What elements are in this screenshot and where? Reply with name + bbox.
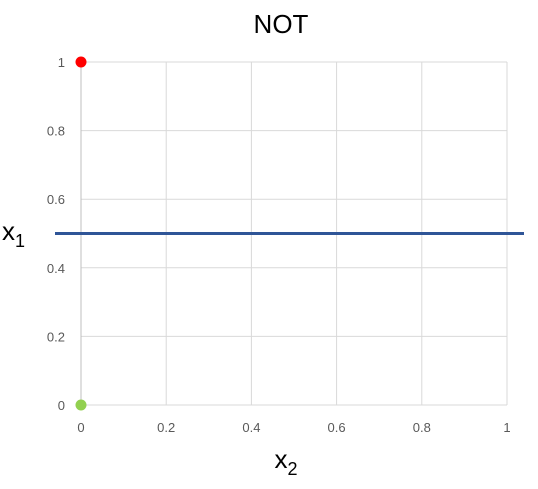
data-point	[76, 57, 87, 68]
y-tick-label: 0.8	[47, 124, 65, 139]
x-tick-label: 1	[503, 420, 510, 435]
x-tick-labels: 0 0.2 0.4 0.6 0.8 1	[77, 420, 510, 435]
y-tick-label: 0	[58, 398, 65, 413]
chart-title: NOT	[254, 9, 309, 39]
x-tick-label: 0.4	[242, 420, 260, 435]
x-tick-label: 0.6	[328, 420, 346, 435]
data-point	[76, 400, 87, 411]
y-tick-label: 0.2	[47, 329, 65, 344]
x-tick-label: 0.2	[157, 420, 175, 435]
x-axis-label-main: x	[274, 444, 287, 474]
y-tick-label: 0.6	[47, 192, 65, 207]
y-tick-label: 0.4	[47, 261, 65, 276]
y-tick-label: 1	[58, 55, 65, 70]
x-tick-label: 0	[77, 420, 84, 435]
x-axis-label: x2	[274, 444, 297, 479]
y-axis-label-main: x	[2, 216, 15, 246]
y-axis-label: x1	[2, 216, 25, 251]
y-axis-label-subscript: 1	[15, 231, 25, 251]
x-tick-label: 0.8	[413, 420, 431, 435]
x-axis-label-subscript: 2	[287, 459, 297, 479]
